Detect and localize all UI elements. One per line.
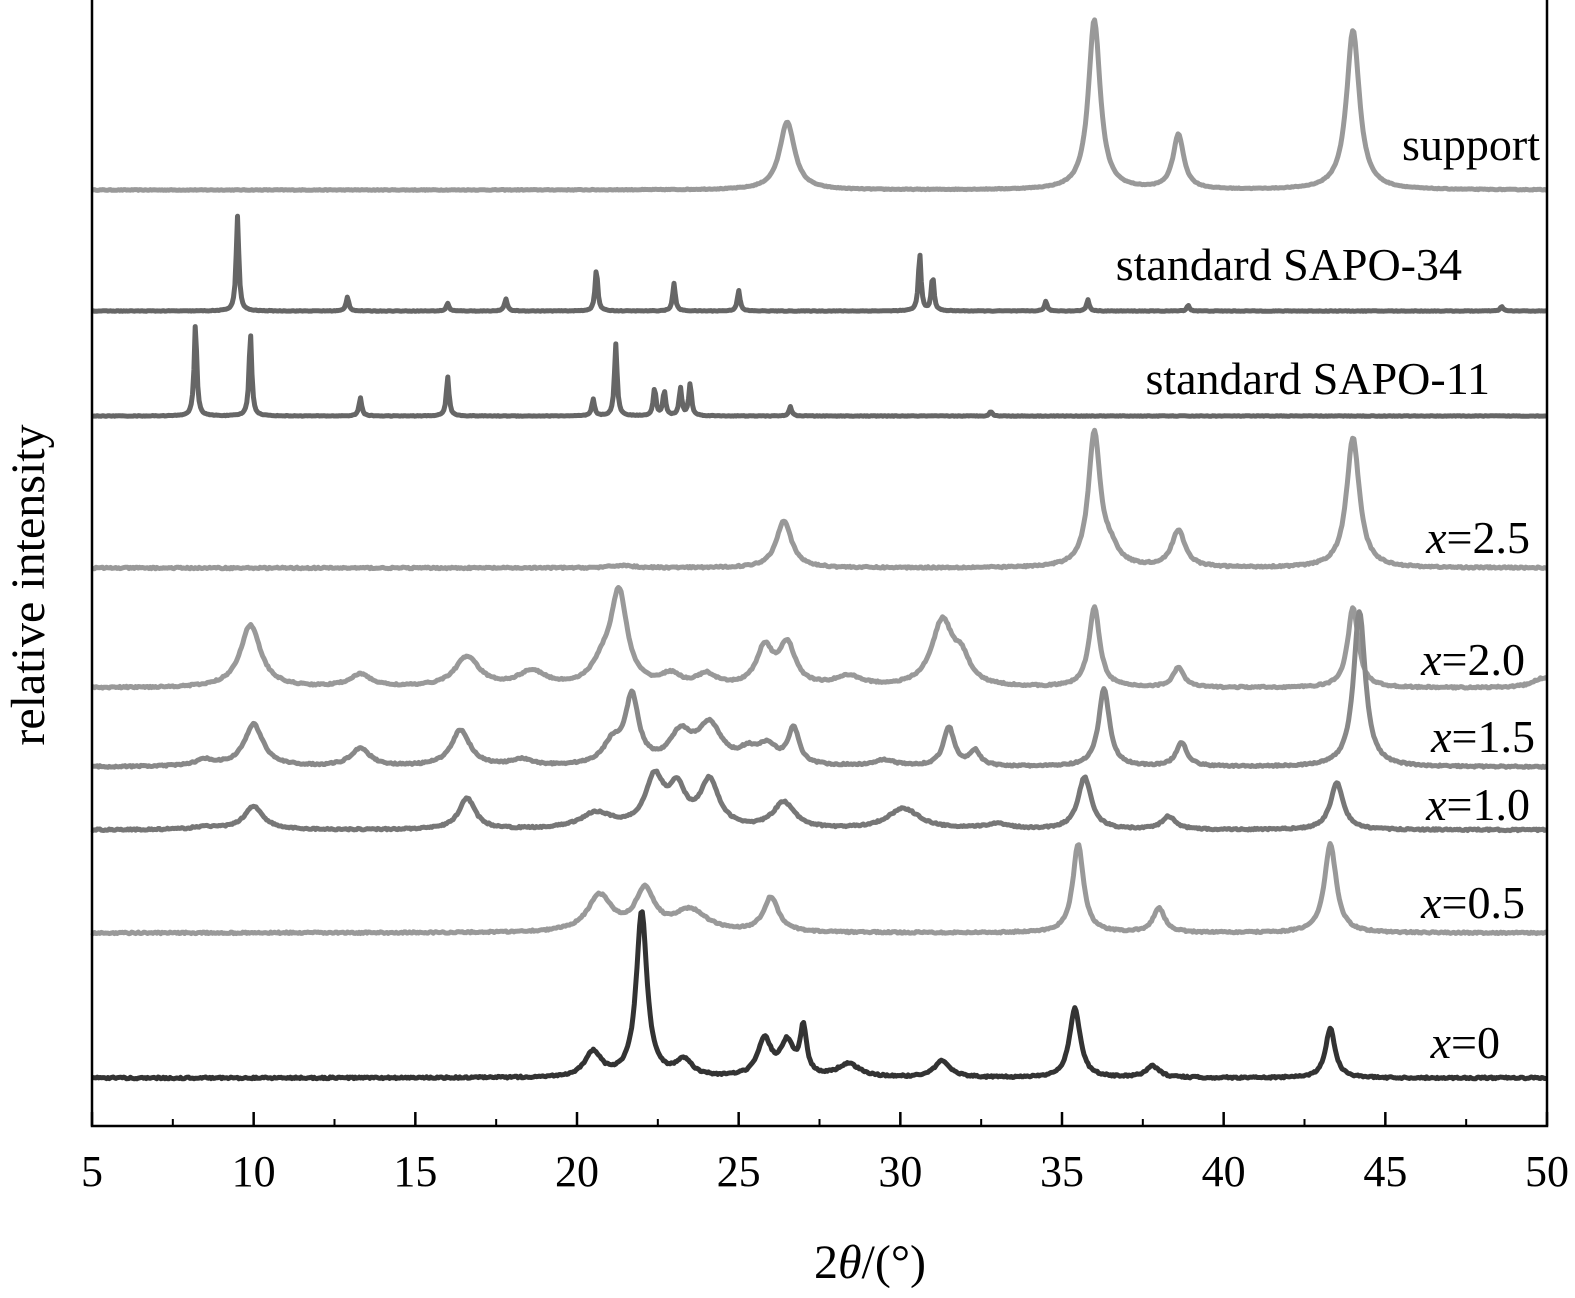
series-line-6 bbox=[90, 609, 1549, 770]
series-line-9 bbox=[90, 909, 1549, 1082]
series-label-2: standard SAPO-34 bbox=[1116, 239, 1462, 290]
series-label-6: x=1.5 bbox=[1430, 711, 1535, 762]
x-tick-label-5: 5 bbox=[81, 1147, 103, 1196]
x-axis: 5 10 15 20 25 30 35 40 45 50 bbox=[81, 1112, 1569, 1196]
series-labels: support standard SAPO-34 standard SAPO-11 x… bbox=[1116, 119, 1540, 1068]
x-tick-label-10: 10 bbox=[232, 1147, 276, 1196]
series-label-3: standard SAPO-11 bbox=[1145, 353, 1490, 404]
series-label-4: x=2.5 bbox=[1425, 512, 1530, 563]
series-line-1 bbox=[90, 17, 1549, 193]
series-label-1: support bbox=[1402, 119, 1540, 170]
series-line-8 bbox=[90, 841, 1549, 937]
x-tick-label-40: 40 bbox=[1202, 1147, 1246, 1196]
series-label-5: x=2.0 bbox=[1420, 634, 1525, 685]
series-label-7: x=1.0 bbox=[1425, 779, 1530, 830]
series-line-4 bbox=[90, 427, 1549, 572]
x-tick-label-20: 20 bbox=[555, 1147, 599, 1196]
y-axis-title: relative intensity bbox=[2, 424, 55, 745]
x-tick-label-30: 30 bbox=[878, 1147, 922, 1196]
x-tick-label-45: 45 bbox=[1363, 1147, 1407, 1196]
series-line-5 bbox=[90, 585, 1549, 691]
series-line-3 bbox=[90, 324, 1549, 419]
x-tick-label-35: 35 bbox=[1040, 1147, 1084, 1196]
series-label-8: x=0.5 bbox=[1420, 877, 1525, 928]
series-layer bbox=[90, 17, 1549, 1082]
x-tick-label-25: 25 bbox=[717, 1147, 761, 1196]
series-line-2 bbox=[90, 213, 1549, 314]
series-line-7 bbox=[90, 768, 1549, 834]
x-tick-label-15: 15 bbox=[393, 1147, 437, 1196]
x-tick-label-50: 50 bbox=[1525, 1147, 1569, 1196]
x-axis-title: 2θ/(°) bbox=[814, 1236, 926, 1289]
series-label-9: x=0 bbox=[1430, 1017, 1500, 1068]
